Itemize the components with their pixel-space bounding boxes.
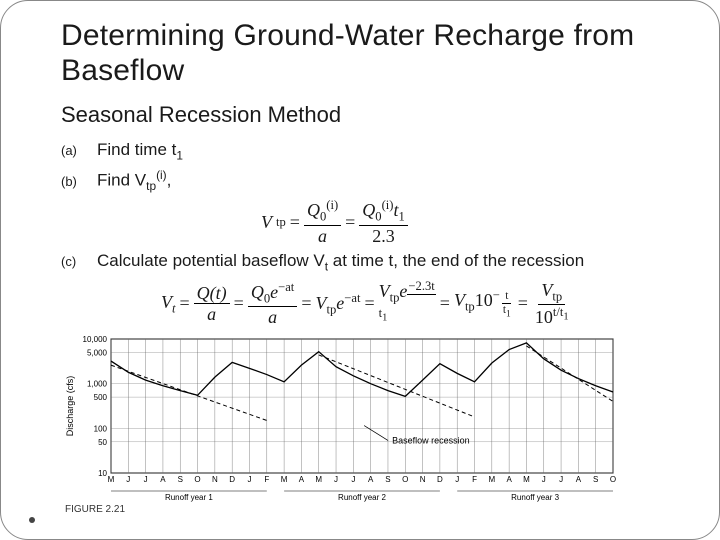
svg-text:J: J: [455, 475, 459, 484]
step-b: (b) Find Vtp(i),: [61, 168, 683, 193]
svg-text:Discharge (cfs): Discharge (cfs): [65, 375, 75, 436]
svg-text:N: N: [420, 475, 426, 484]
svg-text:Runoff year 1: Runoff year 1: [165, 493, 213, 502]
svg-text:Baseflow recession: Baseflow recession: [392, 435, 470, 445]
svg-text:N: N: [212, 475, 218, 484]
svg-text:J: J: [542, 475, 546, 484]
svg-text:D: D: [437, 475, 443, 484]
svg-text:10: 10: [98, 469, 107, 478]
svg-text:O: O: [402, 475, 408, 484]
svg-text:Runoff year 3: Runoff year 3: [511, 493, 559, 502]
svg-text:S: S: [593, 475, 598, 484]
svg-text:500: 500: [94, 393, 108, 402]
svg-text:S: S: [178, 475, 183, 484]
svg-text:M: M: [315, 475, 322, 484]
equation-vt: Vt= Q(t)a = Q0e−ata = Vtpe−at = Vtpe−2.3…: [161, 279, 683, 329]
svg-text:A: A: [506, 475, 512, 484]
svg-text:J: J: [126, 475, 130, 484]
equation-vtp: Vtp = Q0(i) a = Q0(i)t1 2.3: [261, 199, 683, 244]
svg-text:D: D: [229, 475, 235, 484]
step-text: Calculate potential baseflow Vt at time …: [97, 251, 683, 273]
corner-bullet-icon: [29, 517, 35, 523]
step-a: (a) Find time t1: [61, 140, 683, 162]
svg-text:J: J: [144, 475, 148, 484]
svg-text:M: M: [108, 475, 115, 484]
step-marker: (c): [61, 254, 87, 269]
svg-text:M: M: [281, 475, 288, 484]
svg-text:J: J: [351, 475, 355, 484]
svg-text:F: F: [264, 475, 269, 484]
svg-text:J: J: [247, 475, 251, 484]
svg-text:100: 100: [94, 424, 108, 433]
svg-text:J: J: [334, 475, 338, 484]
step-text: Find Vtp(i),: [97, 168, 683, 193]
svg-text:A: A: [299, 475, 305, 484]
step-marker: (a): [61, 143, 87, 158]
slide-frame: Determining Ground-Water Recharge from B…: [0, 0, 720, 540]
step-text: Find time t1: [97, 140, 683, 162]
svg-text:50: 50: [98, 437, 107, 446]
svg-text:M: M: [523, 475, 530, 484]
step-c: (c) Calculate potential baseflow Vt at t…: [61, 251, 683, 273]
hydrograph-chart: M J J A S O N D J F M A M J J A S O N D J F M A M J J A S O 10 50 100 500…: [61, 333, 621, 503]
svg-text:A: A: [576, 475, 582, 484]
svg-text:S: S: [385, 475, 390, 484]
svg-text:A: A: [160, 475, 166, 484]
svg-text:10,000: 10,000: [83, 335, 108, 344]
chart-svg: M J J A S O N D J F M A M J J A S O N D J F M A M J J A S O 10 50 100 500…: [61, 333, 621, 503]
svg-text:J: J: [559, 475, 563, 484]
svg-text:O: O: [610, 475, 616, 484]
method-steps-cont: (c) Calculate potential baseflow Vt at t…: [61, 251, 683, 273]
svg-text:M: M: [488, 475, 495, 484]
svg-text:Runoff year 2: Runoff year 2: [338, 493, 386, 502]
svg-text:1,000: 1,000: [87, 379, 108, 388]
section-heading: Seasonal Recession Method: [61, 102, 683, 128]
svg-text:A: A: [368, 475, 374, 484]
figure-caption: FIGURE 2.21: [65, 504, 683, 515]
svg-text:F: F: [472, 475, 477, 484]
svg-text:O: O: [194, 475, 200, 484]
method-steps: (a) Find time t1 (b) Find Vtp(i),: [61, 140, 683, 193]
page-title: Determining Ground-Water Recharge from B…: [61, 19, 683, 88]
step-marker: (b): [61, 174, 87, 189]
svg-text:5,000: 5,000: [87, 348, 108, 357]
